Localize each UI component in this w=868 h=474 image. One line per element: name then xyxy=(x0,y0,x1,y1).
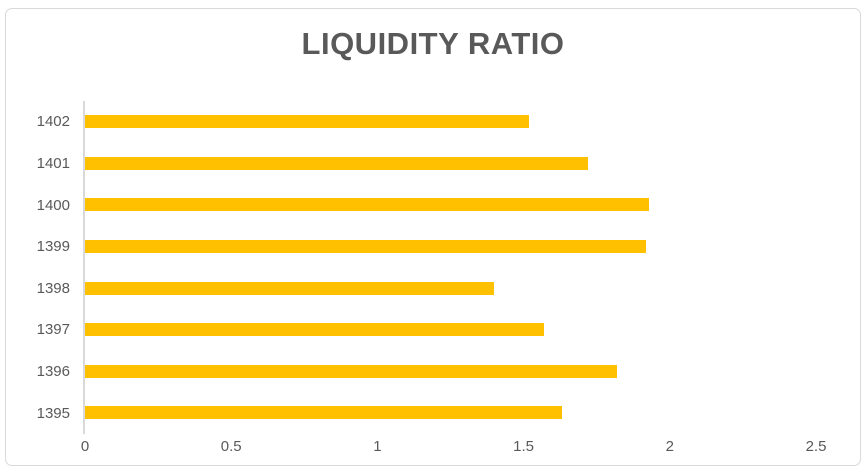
y-axis-label-1396: 1396 xyxy=(36,363,70,381)
bar-1399 xyxy=(85,240,647,254)
y-axis-label-1397: 1397 xyxy=(36,321,70,339)
y-axis-label-1402: 1402 xyxy=(36,113,70,131)
bar-1398 xyxy=(85,281,495,295)
x-axis-labels: 0 0.5 1 1.5 2 2.5 xyxy=(81,438,827,460)
plot-area xyxy=(83,101,816,434)
bar-row-1399 xyxy=(85,226,816,268)
y-axis-label-1395: 1395 xyxy=(36,404,70,422)
bar-row-1401 xyxy=(85,143,816,185)
bar-row-1397 xyxy=(85,309,816,351)
y-axis-label-1399: 1399 xyxy=(36,238,70,256)
x-axis-tick-2: 2 xyxy=(665,438,674,455)
bar-1402 xyxy=(85,115,530,129)
y-axis-label-1400: 1400 xyxy=(36,196,70,214)
y-axis-label-1398: 1398 xyxy=(36,279,70,297)
chart-title: LIQUIDITY RATIO xyxy=(301,26,565,61)
bar-row-1395 xyxy=(85,392,816,434)
bar-1396 xyxy=(85,364,618,378)
x-axis-tick-1.5: 1.5 xyxy=(513,438,535,455)
x-axis-tick-1: 1 xyxy=(373,438,382,455)
bar-1400 xyxy=(85,198,650,212)
bar-1401 xyxy=(85,156,588,170)
x-axis-tick-0.5: 0.5 xyxy=(220,438,242,455)
y-axis-labels: 1402 1401 1400 1399 1398 1397 1396 1395 xyxy=(6,101,70,434)
chart-frame: LIQUIDITY RATIO 1402 1401 1400 1399 1398 1397… xyxy=(5,8,861,466)
bar-row-1402 xyxy=(85,101,816,143)
bar-row-1396 xyxy=(85,351,816,393)
bar-row-1400 xyxy=(85,184,816,226)
bar-1395 xyxy=(85,406,562,420)
bar-1397 xyxy=(85,323,545,337)
x-axis-tick-2.5: 2.5 xyxy=(805,438,827,455)
y-axis-label-1401: 1401 xyxy=(36,154,70,172)
bar-row-1398 xyxy=(85,267,816,309)
x-axis-tick-0: 0 xyxy=(80,438,90,455)
